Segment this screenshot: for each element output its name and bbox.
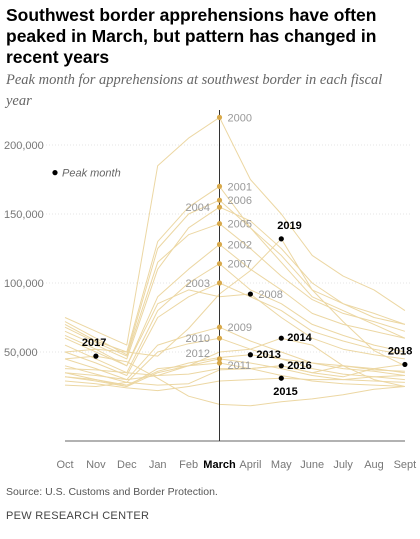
peak-point-2004	[216, 204, 223, 210]
peak-label-2011: 2011	[228, 360, 252, 372]
peak-point-2011	[216, 360, 223, 366]
y-tick-label-150000: 150,000	[4, 209, 44, 221]
peak-label-2016: 2016	[287, 360, 311, 372]
line-chart: 50,000 100,000 150,000 200,000 Oct Nov Dec Jan…	[4, 110, 416, 471]
peak-point-2006	[216, 197, 223, 203]
peak-point-2003	[216, 280, 223, 286]
chart-title: Southwest border apprehensions have ofte…	[6, 5, 377, 67]
x-tick-label-nov: Nov	[86, 459, 106, 471]
peak-label-2005: 2005	[228, 219, 252, 231]
legend: Peak month	[52, 168, 121, 180]
peak-label-2008: 2008	[258, 289, 282, 301]
peak-point-2007	[216, 261, 223, 267]
peak-point-2000	[216, 114, 223, 120]
peak-label-2012: 2012	[186, 348, 210, 360]
series-line-2011	[64, 362, 405, 387]
peak-label-2001: 2001	[228, 181, 252, 193]
source-note: Source: U.S. Customs and Border Protecti…	[6, 486, 218, 498]
y-tick-label-100000: 100,000	[4, 278, 44, 290]
series-line-2007	[64, 263, 406, 374]
peak-point-2018	[402, 361, 408, 368]
series-line-2001	[64, 185, 406, 353]
peak-label-2009: 2009	[228, 322, 252, 334]
series-lines	[64, 116, 406, 407]
peak-point-2010	[216, 335, 223, 341]
peak-point-2013	[247, 352, 253, 358]
peak-point-2005	[216, 221, 223, 227]
peak-point-2009	[216, 324, 223, 330]
series-line-2004	[64, 206, 406, 360]
x-tick-label-july: July	[333, 459, 353, 471]
x-tick-label-march: March	[203, 459, 236, 471]
series-line-2009	[64, 326, 405, 381]
series-line-2000	[64, 116, 406, 346]
x-tick-label-aug: Aug	[364, 459, 384, 471]
x-tick-label-jan: Jan	[149, 459, 167, 471]
credit-line: PEW RESEARCH CENTER	[6, 510, 150, 522]
peak-point-2016	[278, 363, 284, 369]
peak-label-2015: 2015	[273, 386, 297, 398]
peak-label-2000: 2000	[228, 112, 252, 124]
peak-label-2003: 2003	[186, 278, 210, 290]
x-tick-label-june: June	[300, 459, 324, 471]
series-line-2008	[64, 289, 405, 367]
peak-label-2007: 2007	[228, 259, 252, 271]
peak-point-2002	[216, 241, 223, 247]
x-tick-label-april: April	[239, 459, 261, 471]
series-line-2018	[64, 363, 405, 387]
peak-label-2013: 2013	[256, 349, 280, 361]
series-line-2003	[64, 282, 405, 376]
peak-label-2002: 2002	[228, 239, 252, 251]
x-axis-labels: Oct Nov Dec Jan Feb March April May June July Aug S…	[56, 459, 416, 471]
legend-marker	[52, 170, 58, 176]
peak-points: 2000 2001 2006 2004 2005 2002 2007 2003 2008 2009…	[82, 112, 412, 398]
series-line-2016	[64, 365, 405, 376]
y-tick-label-200000: 200,000	[4, 140, 44, 152]
peak-point-2015	[278, 375, 284, 381]
series-line-2017	[64, 355, 405, 407]
peak-point-2019	[278, 236, 284, 242]
series-line-2010	[64, 337, 405, 383]
y-axis-labels: 50,000 100,000 150,000 200,000	[4, 140, 44, 359]
y-tick-label-50000: 50,000	[4, 347, 38, 359]
x-tick-label-oct: Oct	[56, 459, 73, 471]
x-tick-label-may: May	[271, 459, 292, 471]
x-tick-label-sept: Sept	[394, 459, 417, 471]
legend-label: Peak month	[62, 168, 121, 180]
series-line-2019	[64, 238, 406, 367]
peak-point-2014	[278, 335, 284, 341]
x-tick-label-dec: Dec	[117, 459, 137, 471]
peak-point-2017	[93, 353, 99, 359]
chart-subtitle: Peak month for apprehensions at southwes…	[6, 72, 383, 109]
axes	[65, 110, 405, 442]
x-tick-label-feb: Feb	[179, 459, 198, 471]
peak-label-2018: 2018	[388, 345, 412, 357]
peak-label-2017: 2017	[82, 337, 106, 349]
peak-label-2006: 2006	[228, 195, 252, 207]
peak-point-2001	[216, 183, 223, 189]
peak-point-2012	[216, 356, 223, 362]
series-line-2014	[64, 337, 406, 387]
peak-label-2010: 2010	[186, 333, 210, 345]
peak-label-2014: 2014	[287, 332, 312, 344]
series-line-2015	[64, 375, 405, 392]
peak-label-2004: 2004	[186, 202, 210, 214]
series-line-2005	[64, 223, 406, 357]
peak-label-2019: 2019	[277, 220, 301, 232]
peak-point-2008	[247, 291, 253, 297]
